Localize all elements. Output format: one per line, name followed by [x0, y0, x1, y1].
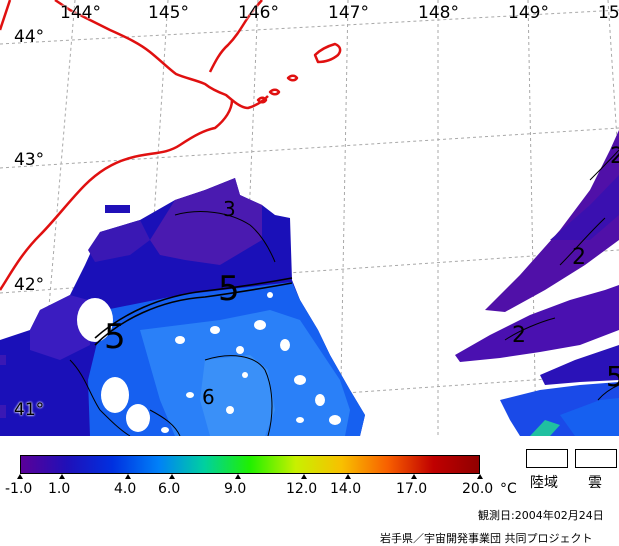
contour-label-2b: 2 [572, 245, 586, 270]
colorbar-tick [17, 474, 23, 479]
colorbar-tick-label: 12.0 [286, 481, 318, 497]
contour-lines [69, 149, 619, 436]
colorbar-tick [59, 474, 65, 479]
latitude-label-43: 43° [14, 150, 45, 170]
coastline [0, 0, 342, 291]
colorbar-tick [477, 474, 483, 479]
longitude-label-146: 146° [238, 3, 279, 23]
colorbar-unit: °C [500, 481, 517, 497]
cloud-legend-label: 雲 [588, 475, 602, 491]
contour-label-5b: 5 [104, 317, 126, 357]
longitude-label-148: 148° [418, 3, 459, 23]
colorbar-tick-label: 17.0 [396, 481, 428, 497]
colorbar-tick [301, 474, 307, 479]
colorbar-tick [235, 474, 241, 479]
colorbar-tick [411, 474, 417, 479]
colorbar-tick-label: 4.0 [114, 481, 137, 497]
contour-label-2c: 2 [512, 323, 526, 348]
contour-label-3: 3 [223, 197, 236, 221]
map-canvas: 3 5 5 6 2 2 2 5 [0, 0, 619, 436]
temperature-colorbar [20, 455, 480, 474]
colorbar-tick-label: 6.0 [158, 481, 181, 497]
credit-text: 岩手県／宇宙開発事業団 共同プロジェクト [380, 532, 593, 545]
latitude-label-44: 44° [14, 27, 45, 47]
contour-label-5c: 5 [606, 360, 619, 393]
colorbar-tick [345, 474, 351, 479]
longitude-label-145: 145° [148, 3, 189, 23]
colorbar-tick-label: 20.0 [462, 481, 494, 497]
colorbar-tick-label: 9.0 [224, 481, 247, 497]
latitude-label-41: 41° [14, 400, 45, 420]
contour-label-5a: 5 [218, 269, 240, 309]
colorbar-tick [169, 474, 175, 479]
colorbar-tick-label: 14.0 [330, 481, 362, 497]
longitude-label-149: 149° [508, 3, 549, 23]
longitude-label-144: 144° [60, 3, 101, 23]
latitude-label-42: 42° [14, 275, 45, 295]
colorbar-tick-label: 1.0 [48, 481, 71, 497]
land-legend-swatch [526, 449, 568, 468]
colorbar-tick [125, 474, 131, 479]
observation-date: 観測日:2004年02月24日 [478, 509, 604, 522]
contour-label-2a: 2 [610, 144, 619, 169]
cloud-legend-swatch [575, 449, 617, 468]
sst-map: 3 5 5 6 2 2 2 5 144° 145° 146° 147° 148°… [0, 0, 619, 436]
longitude-label-147: 147° [328, 3, 369, 23]
longitude-label-150: 15 [598, 3, 619, 23]
land-legend-label: 陸域 [530, 475, 558, 491]
colorbar-tick-label: -1.0 [5, 481, 33, 497]
contour-label-6: 6 [202, 385, 215, 409]
